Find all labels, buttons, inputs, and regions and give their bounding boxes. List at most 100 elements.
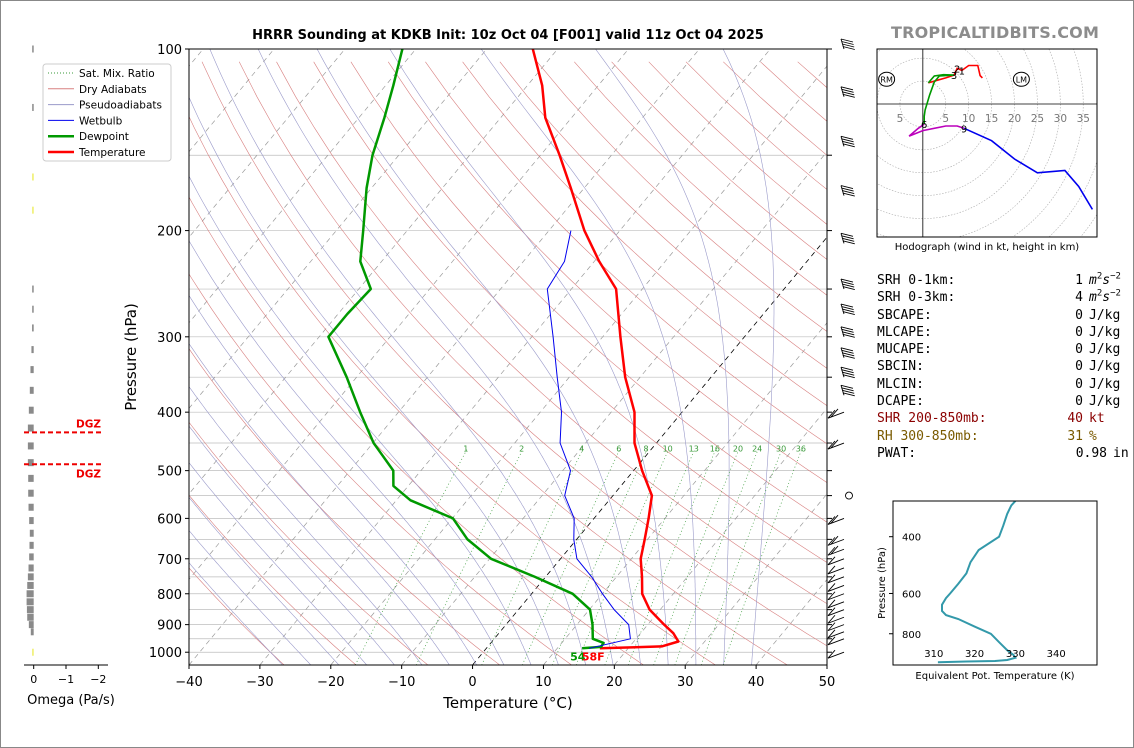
y-tick-label: 100 (157, 43, 182, 58)
theta-y-tick-label: 800 (902, 630, 921, 641)
param-unit: J/kg (1089, 307, 1121, 323)
wind-barb (827, 565, 845, 575)
y-tick-label: 200 (157, 225, 182, 240)
omega-bar (32, 103, 34, 111)
dry-adiabat-line (425, 61, 827, 445)
pseudoadiabat-line (189, 175, 532, 665)
hodo-height-label: 9 (961, 124, 967, 135)
barb-flag (840, 303, 854, 308)
param-label: SRH 0-1km: (877, 273, 956, 288)
omega-bar (27, 613, 34, 621)
wind-barb (827, 649, 845, 659)
omega-bar (27, 442, 34, 450)
barb-flag (842, 308, 855, 313)
x-tick-label: 10 (535, 675, 552, 690)
barb-flag (840, 38, 854, 43)
dry-adiabat-line (189, 494, 357, 665)
legend-box (42, 63, 172, 162)
mixing-ratio-line (700, 448, 783, 665)
barb-shaft (827, 651, 845, 659)
pseudoadiabat-line (209, 49, 586, 665)
wind-barb (840, 303, 855, 315)
barb-flag (827, 574, 836, 584)
barb-flag (830, 408, 839, 418)
dcape-row: DCAPE: 0 J/kg (877, 394, 1129, 411)
pseudoadiabat-line (480, 49, 697, 665)
barb-flag (842, 333, 855, 338)
omega-tick-label: 0 (30, 673, 37, 686)
wind-barb (827, 622, 845, 632)
wind-barb (840, 135, 855, 148)
param-unit: J/kg (1089, 359, 1121, 375)
dry-adiabat-line (189, 196, 644, 665)
omega-bar (29, 541, 34, 549)
wetbulb-profile (546, 230, 631, 649)
hodo-ring-label: 10 (962, 113, 975, 125)
hodo-ring-label: 35 (1077, 113, 1090, 125)
param-label: MUCAPE: (877, 342, 932, 358)
barb-flag (842, 143, 855, 148)
dry-adiabat-line (189, 273, 572, 665)
barb-flag (842, 286, 855, 290)
barb-flag (842, 46, 855, 50)
mixing-ratio-label: 2 (519, 445, 524, 454)
mixing-ratio-label: 20 (733, 445, 743, 454)
omega-bar (28, 621, 34, 629)
sbcin-row: SBCIN: 0 J/kg (877, 359, 1129, 376)
param-value: 4 (1075, 290, 1083, 306)
surface-dewpoint-label: 54 (570, 650, 586, 663)
wind-barb (827, 439, 845, 450)
barb-flag (840, 326, 854, 331)
barb-flag (842, 140, 855, 145)
pseudoadiabat-line (189, 96, 559, 665)
mixing-ratio-line (674, 448, 759, 665)
site-title[interactable]: TROPICALTIDBITS.COM (891, 23, 1100, 42)
mixing-ratio-line (354, 448, 468, 665)
pseudoadiabat-line (189, 240, 505, 665)
barb-flag (841, 138, 854, 143)
barb-shaft (827, 538, 845, 546)
pseudoadiabat-line (189, 425, 395, 665)
wind-barb (827, 591, 845, 601)
isotherm-line (189, 49, 700, 665)
barb-flag (830, 439, 839, 449)
surface-temperature-label: 58F (582, 650, 605, 663)
barb-shaft (827, 411, 845, 419)
param-label: DCAPE: (877, 394, 924, 410)
hodo-ring-label: 5 (942, 113, 949, 125)
wind-barb (827, 599, 845, 609)
hodo-ring-label: 20 (1008, 113, 1021, 125)
dry-adiabat-line (313, 61, 827, 563)
omega-bar (27, 581, 34, 589)
barb-shaft (827, 609, 845, 617)
chart-title: HRRR Sounding at KDKB Init: 10z Oct 04 [… (252, 28, 764, 43)
barb-flag (842, 283, 855, 288)
mixing-ratio-line (415, 448, 524, 665)
omega-bar (32, 324, 34, 332)
isotherm-line (189, 49, 417, 324)
barb-flag (840, 86, 854, 91)
barb-shaft (827, 601, 845, 609)
theta-y-axis-label: Pressure (hPa) (877, 547, 888, 619)
barb-flag (842, 371, 855, 376)
omega-bar (32, 285, 34, 293)
omega-bar (29, 517, 34, 525)
barb-flag (827, 565, 836, 575)
param-label: PWAT: (877, 445, 917, 461)
x-tick-label: 50 (819, 675, 836, 690)
x-tick-label: 30 (677, 675, 694, 690)
mixing-ratio-label: 24 (752, 445, 762, 454)
barb-flag (842, 389, 855, 394)
mixing-ratio-label: 6 (616, 445, 621, 454)
legend: Sat. Mix. Ratio Dry Adiabats Pseudoadiabat… (42, 63, 172, 162)
wind-barb (827, 614, 845, 624)
wind-barb (827, 636, 845, 646)
y-tick-label: 500 (157, 465, 182, 480)
dgz-label: DGZ (76, 468, 101, 480)
barb-flag (827, 599, 836, 609)
omega-bar (28, 489, 34, 497)
wind-barb (827, 408, 845, 419)
barb-shaft (827, 616, 845, 624)
